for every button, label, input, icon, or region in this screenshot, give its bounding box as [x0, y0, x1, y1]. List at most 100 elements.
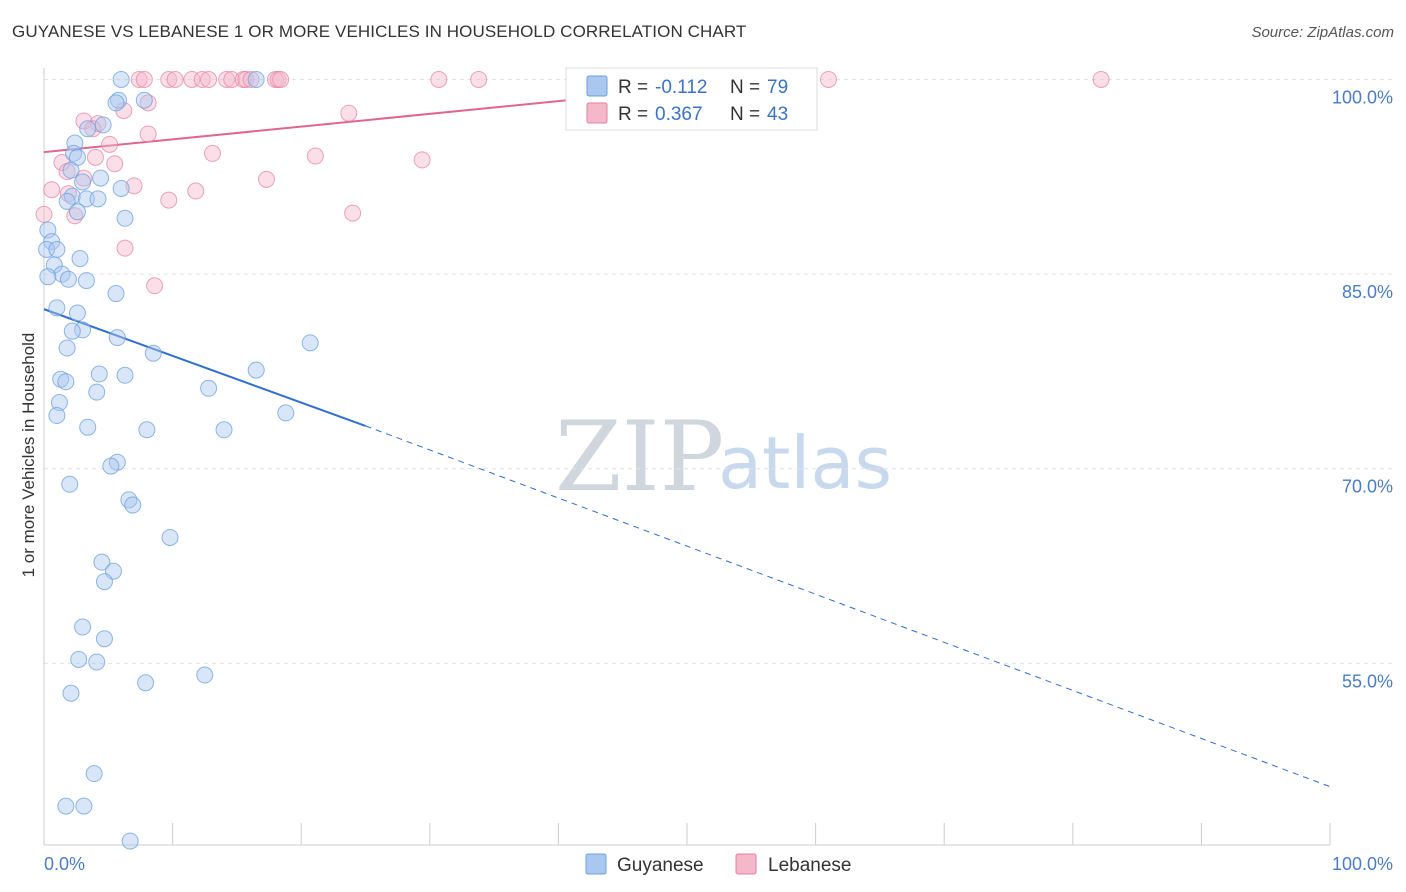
lebanese-swatch [586, 102, 608, 124]
gridlines [44, 78, 1392, 664]
guyanese-point-64 [88, 653, 106, 671]
guyanese-point-34 [63, 322, 81, 340]
lebanese-point-0 [130, 70, 148, 88]
lebanese-n-label: N = [730, 104, 760, 125]
bottom-legend-lebanese: Lebanese [768, 855, 851, 876]
guyanese-point-35 [108, 329, 126, 347]
guyanese-point-10 [62, 161, 80, 179]
guyanese-point-16 [58, 192, 76, 210]
lebanese-point-28 [306, 147, 324, 165]
guyanese-r-label: R = [618, 77, 648, 98]
lebanese-point-1 [135, 70, 153, 88]
guyanese-point-54 [61, 475, 79, 493]
guyanese-point-70 [75, 797, 93, 815]
guyanese-point-60 [95, 573, 113, 591]
lebanese-point-7 [218, 70, 236, 88]
guyanese-point-32 [68, 304, 86, 322]
lebanese-point-3 [166, 70, 184, 88]
guyanese-point-31 [48, 299, 66, 317]
guyanese-point-63 [70, 650, 88, 668]
guyanese-point-30 [107, 285, 125, 303]
lebanese-point-40 [160, 191, 178, 209]
guyanese-point-13 [112, 179, 130, 197]
guyanese-point-5 [94, 116, 112, 134]
axes [43, 68, 1331, 846]
stats-legend: R = -0.112 N = 79 R = 0.367 N = 43 [565, 67, 818, 131]
lebanese-point-25 [139, 125, 157, 143]
guyanese-point-53 [102, 457, 120, 475]
lebanese-n-value: 43 [767, 104, 788, 125]
guyanese-point-51 [215, 421, 233, 439]
lebanese-point-26 [101, 135, 119, 153]
guyanese-point-27 [59, 270, 77, 288]
guyanese-point-46 [50, 394, 68, 412]
stats-legend-box [565, 67, 818, 131]
guyanese-point-24 [71, 250, 89, 268]
lebanese-point-24 [84, 120, 102, 138]
guyanese-point-3 [135, 91, 153, 109]
bottom-legend: Guyanese Lebanese [585, 853, 851, 876]
lebanese-point-6 [200, 70, 218, 88]
watermark-zip: ZIP [555, 401, 724, 513]
guyanese-point-29 [77, 272, 95, 290]
lebanese-point-11 [242, 70, 260, 88]
lebanese-point-32 [106, 155, 124, 173]
guyanese-point-12 [74, 173, 92, 191]
guyanese-point-23 [48, 240, 66, 258]
lebanese-point-2 [160, 70, 178, 88]
guyanese-point-15 [77, 190, 95, 208]
lebanese-point-37 [125, 177, 143, 195]
guyanese-point-62 [95, 630, 113, 648]
guyanese-point-40 [144, 344, 162, 362]
guyanese-point-48 [277, 404, 295, 422]
guyanese-trend-dashed [365, 425, 1331, 788]
lebanese-point-15 [430, 70, 448, 88]
lebanese-point-35 [257, 170, 275, 188]
y-tick-labels: 100.0% 85.0% 70.0% 55.0% [1332, 87, 1393, 691]
bottom-legend-guyanese: Guyanese [617, 855, 704, 876]
guyanese-point-17 [89, 190, 107, 208]
lebanese-point-44 [116, 239, 134, 257]
guyanese-point-50 [138, 421, 156, 439]
bottom-legend-lebanese-swatch [735, 853, 757, 875]
lebanese-r-label: R = [618, 104, 648, 125]
guyanese-points [38, 70, 319, 850]
guyanese-point-49 [79, 418, 97, 436]
lebanese-point-17 [819, 70, 837, 88]
guyanese-point-47 [48, 407, 66, 425]
lebanese-point-27 [203, 144, 221, 162]
guyanese-n-label: N = [730, 77, 760, 98]
guyanese-point-38 [90, 365, 108, 383]
x-tick-label-max: 100.0% [1332, 854, 1393, 874]
guyanese-point-6 [79, 120, 97, 138]
bottom-legend-guyanese-swatch [585, 853, 607, 875]
guyanese-point-57 [161, 528, 179, 546]
guyanese-point-41 [247, 361, 265, 379]
lebanese-point-10 [237, 70, 255, 88]
lebanese-point-38 [187, 182, 205, 200]
lebanese-r-value: 0.367 [655, 104, 703, 125]
y-tick-label-0: 100.0% [1332, 87, 1393, 107]
guyanese-swatch [586, 75, 608, 97]
guyanese-point-36 [301, 334, 319, 352]
chart-title: GUYANESE VS LEBANESE 1 OR MORE VEHICLES … [12, 22, 747, 41]
guyanese-point-28 [39, 268, 57, 286]
lebanese-point-21 [340, 104, 358, 122]
guyanese-trend-solid [43, 308, 366, 427]
guyanese-point-2 [110, 91, 128, 109]
lebanese-point-5 [193, 70, 211, 88]
watermark-atlas: atlas [718, 421, 892, 505]
guyanese-point-69 [57, 797, 75, 815]
guyanese-point-22 [38, 240, 56, 258]
guyanese-point-39 [116, 366, 134, 384]
lebanese-point-45 [146, 277, 164, 295]
y-tick-label-3: 55.0% [1342, 671, 1393, 691]
lebanese-point-18 [1092, 70, 1110, 88]
guyanese-point-14 [63, 187, 81, 205]
guyanese-point-68 [85, 765, 103, 783]
guyanese-point-45 [200, 379, 218, 397]
y-tick-label-2: 70.0% [1342, 477, 1393, 497]
guyanese-r-value: -0.112 [655, 77, 707, 98]
guyanese-point-44 [88, 383, 106, 401]
